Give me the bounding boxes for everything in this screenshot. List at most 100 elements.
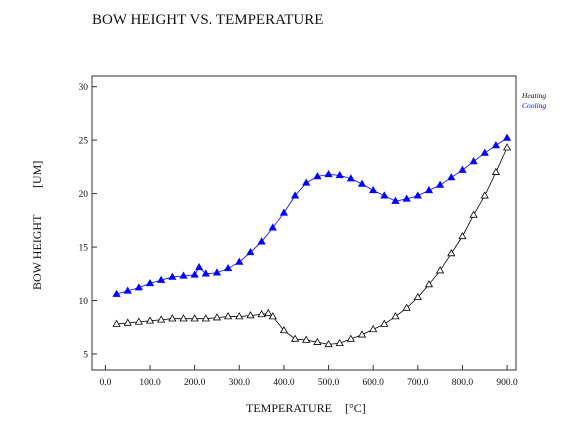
chart-title: BOW HEIGHT VS. TEMPERATURE [92, 12, 323, 28]
data-point [357, 330, 367, 338]
x-axis-unit: [°C] [345, 401, 366, 415]
data-point [380, 319, 389, 327]
data-point [491, 141, 501, 149]
x-tick-label: 500.0 [318, 378, 340, 388]
data-point [480, 191, 489, 199]
data-point [502, 133, 512, 141]
data-point [391, 312, 400, 320]
x-tick-label: 800.0 [452, 378, 474, 388]
data-point [112, 289, 121, 297]
data-point [491, 167, 501, 175]
x-tick-label: 300.0 [229, 378, 251, 388]
data-point [436, 266, 445, 274]
data-point [157, 315, 166, 323]
y-tick-label: 30 [79, 83, 89, 93]
y-axis-ticks: 5 10 15 20 25 30 [79, 83, 97, 360]
data-point [346, 334, 355, 342]
data-point [224, 264, 233, 272]
data-point [447, 249, 456, 257]
series-line [116, 147, 508, 345]
data-point [134, 283, 143, 291]
data-point [369, 324, 378, 333]
data-point [123, 286, 132, 294]
data-point [346, 174, 355, 182]
data-point [195, 262, 204, 271]
x-tick-label: 100.0 [139, 378, 161, 388]
data-point [279, 208, 289, 216]
data-point [313, 172, 322, 180]
data-point [201, 269, 210, 277]
series-cooling [112, 133, 512, 297]
data-point [257, 310, 266, 318]
data-point [235, 312, 244, 320]
data-point [190, 270, 199, 278]
x-tick-label: 0.0 [99, 378, 111, 388]
data-point [413, 191, 422, 199]
legend-heating: Heating [521, 91, 546, 100]
data-point [502, 143, 512, 151]
data-point [134, 317, 143, 325]
data-point [302, 178, 311, 186]
y-tick-label: 15 [79, 244, 89, 254]
series-heating [112, 143, 512, 348]
data-point [335, 338, 344, 347]
data-point [212, 313, 222, 321]
data-point [335, 171, 344, 179]
data-point [402, 194, 411, 202]
data-point [168, 314, 177, 322]
x-tick-label: 900.0 [496, 378, 518, 388]
data-point [190, 314, 199, 322]
data-point [179, 271, 188, 279]
data-point [235, 257, 244, 265]
data-series [112, 133, 512, 348]
data-point [145, 316, 155, 324]
data-point [413, 292, 422, 301]
data-point [369, 185, 378, 194]
data-point [290, 334, 300, 342]
data-point [264, 308, 273, 317]
data-point [380, 191, 389, 199]
data-point [424, 280, 434, 288]
data-point [424, 185, 434, 194]
data-point [268, 223, 277, 231]
data-point [257, 237, 266, 245]
data-point [469, 210, 478, 218]
data-point [145, 279, 155, 287]
data-point [168, 272, 177, 280]
data-point [436, 180, 445, 188]
y-axis-unit: [UM] [30, 161, 44, 188]
data-point [357, 179, 367, 187]
data-point [290, 191, 300, 199]
x-axis-title: TEMPERATURE [246, 401, 332, 415]
data-point [179, 314, 188, 322]
y-axis-title: BOW HEIGHT [30, 214, 44, 290]
x-tick-label: 600.0 [362, 378, 384, 388]
data-point [469, 157, 478, 165]
data-point [201, 314, 210, 322]
data-point [279, 326, 289, 334]
data-point [447, 173, 456, 181]
data-point [212, 268, 222, 276]
data-point [268, 312, 277, 320]
data-point [402, 303, 411, 311]
data-point [302, 335, 311, 343]
data-point [246, 311, 255, 319]
y-tick-label: 20 [79, 190, 89, 200]
data-point [157, 275, 166, 283]
data-point [458, 165, 467, 173]
data-point [391, 196, 400, 204]
series-line [116, 137, 508, 295]
data-point [313, 337, 322, 345]
data-point [112, 319, 121, 327]
plot-frame [91, 75, 517, 371]
x-tick-label: 200.0 [184, 378, 206, 388]
y-tick-label: 25 [79, 137, 89, 147]
data-point [224, 312, 233, 320]
x-tick-label: 400.0 [273, 378, 295, 388]
data-point [324, 339, 333, 348]
x-axis-ticks: 0.0 100.0 200.0 300.0 400.0 500.0 600.0 700.0 80… [99, 365, 518, 388]
y-tick-label: 5 [83, 350, 88, 360]
x-tick-label: 700.0 [407, 378, 429, 388]
data-point [246, 247, 255, 256]
